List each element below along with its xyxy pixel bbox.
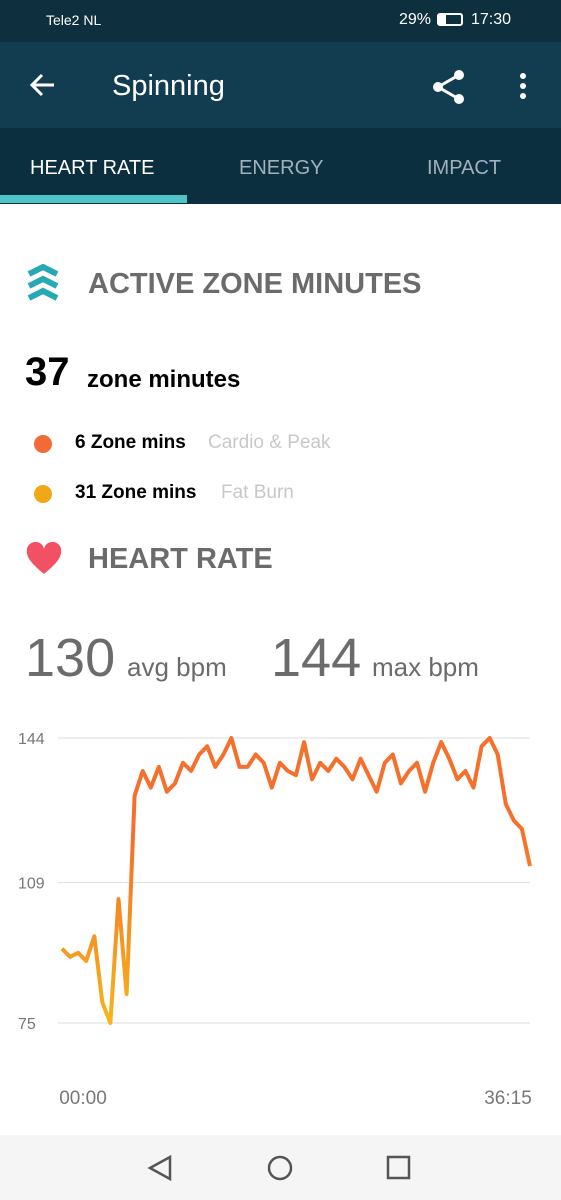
nav-bar (0, 1135, 561, 1200)
clock: 17:30 (471, 11, 512, 28)
battery: 29% (399, 11, 432, 28)
nav-home[interactable] (266, 1154, 294, 1182)
tab[interactable]: ENERGY (239, 157, 324, 179)
tab[interactable]: HEART RATE (30, 157, 155, 179)
nav-back[interactable] (146, 1155, 174, 1181)
section-title: ACTIVE ZONE MINUTES (88, 268, 422, 300)
zone-value: 31 Zone mins (75, 482, 197, 503)
nav-recent[interactable] (386, 1155, 412, 1181)
tab-indicator (0, 195, 187, 203)
y-tick-label: 75 (18, 1016, 36, 1033)
zone-label: Fat Burn (221, 482, 294, 503)
status-bar: Tele2 NL 29% 17:30 (0, 0, 561, 42)
zone-label: Cardio & Peak (208, 432, 331, 453)
y-tick-label: 144 (18, 731, 45, 748)
title: Spinning (112, 70, 225, 102)
zone-total-label: zone minutes (87, 366, 241, 393)
avg-label: avg bpm (127, 652, 227, 682)
zone-value: 6 Zone mins (75, 432, 186, 453)
heart-icon (26, 542, 62, 574)
back-button[interactable] (28, 70, 58, 100)
menu-button[interactable] (515, 72, 531, 102)
avg-value: 130 (25, 628, 116, 688)
tab-bar: HEART RATE ENERGY IMPACT (0, 128, 561, 204)
y-tick-label: 109 (18, 876, 45, 893)
heart-rate-line (60, 736, 532, 1025)
section-title: HEART RATE (88, 543, 273, 575)
zone-dot (34, 435, 52, 453)
max-label: max bpm (372, 652, 479, 682)
x-tick-label: 00:00 (59, 1088, 107, 1109)
azm-icon (27, 264, 59, 301)
x-tick-label: 36:15 (484, 1088, 532, 1109)
max-value: 144 (271, 628, 362, 688)
tab[interactable]: IMPACT (427, 157, 502, 179)
carrier: Tele2 NL (46, 12, 102, 28)
zone-total: 37 (25, 350, 70, 394)
app-bar: Spinning (0, 42, 561, 128)
zone-dot (34, 485, 52, 503)
share-button[interactable] (430, 68, 468, 106)
battery-icon (437, 13, 463, 26)
chart: 75 109 144 00:00 36:15 (18, 731, 532, 1109)
